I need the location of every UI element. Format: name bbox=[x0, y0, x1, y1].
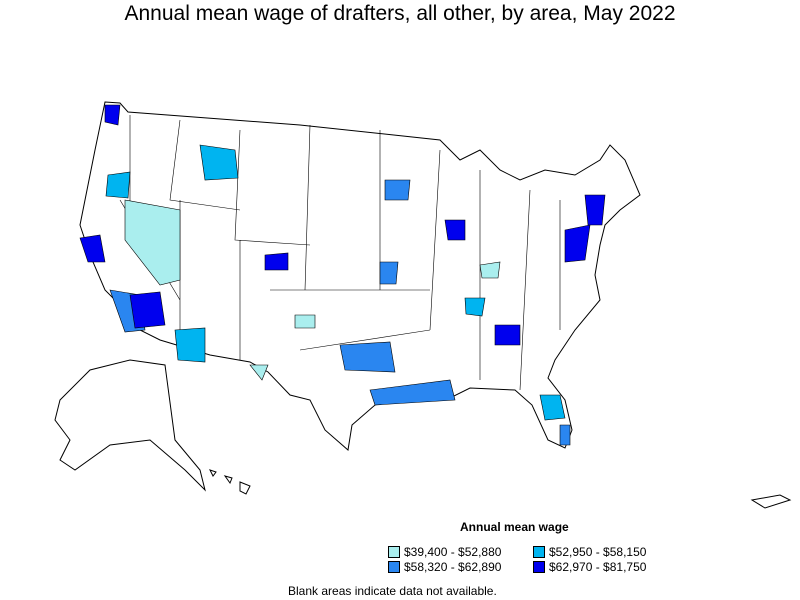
wage-area bbox=[384, 179, 411, 201]
puerto-rico bbox=[750, 494, 792, 509]
legend-item: $62,970 - $81,750 bbox=[533, 560, 646, 574]
legend-title: Annual mean wage bbox=[460, 520, 569, 534]
wage-area bbox=[199, 144, 239, 181]
legend-label: $58,320 - $62,890 bbox=[404, 560, 502, 574]
legend-swatch bbox=[388, 561, 400, 573]
legend-swatch bbox=[388, 546, 400, 558]
wage-area bbox=[104, 104, 121, 126]
legend-swatch bbox=[533, 546, 545, 558]
wage-area bbox=[369, 379, 456, 406]
wage-area bbox=[124, 199, 181, 286]
wage-area bbox=[249, 364, 269, 381]
legend-item: $58,320 - $62,890 bbox=[388, 560, 501, 574]
wage-area bbox=[339, 341, 396, 373]
wage-area bbox=[464, 297, 486, 317]
title: Annual mean wage of drafters, all other,… bbox=[124, 2, 676, 25]
wage-area bbox=[379, 261, 399, 285]
wage-area bbox=[539, 394, 566, 421]
wage-area bbox=[564, 224, 591, 263]
legend-item: $39,400 - $52,880 bbox=[388, 545, 501, 559]
wage-area bbox=[105, 171, 131, 199]
legend-label: $39,400 - $52,880 bbox=[404, 545, 502, 559]
wage-area bbox=[79, 234, 106, 263]
wage-area bbox=[294, 314, 316, 329]
hawaii bbox=[209, 469, 251, 495]
legend-label: $52,950 - $58,150 bbox=[549, 545, 647, 559]
wage-area bbox=[174, 327, 206, 363]
footnote: Blank areas indicate data not available. bbox=[288, 584, 497, 598]
wage-area bbox=[444, 219, 466, 241]
legend-label: $62,970 - $81,750 bbox=[549, 560, 647, 574]
wage-area bbox=[264, 252, 289, 271]
legend-item: $52,950 - $58,150 bbox=[533, 545, 646, 559]
alaska bbox=[54, 359, 206, 492]
wage-area bbox=[494, 324, 521, 346]
legend-swatch bbox=[533, 561, 545, 573]
wage-area bbox=[584, 194, 606, 226]
wage-area bbox=[559, 424, 571, 446]
wage-area bbox=[129, 291, 166, 329]
wage-area bbox=[479, 261, 501, 279]
